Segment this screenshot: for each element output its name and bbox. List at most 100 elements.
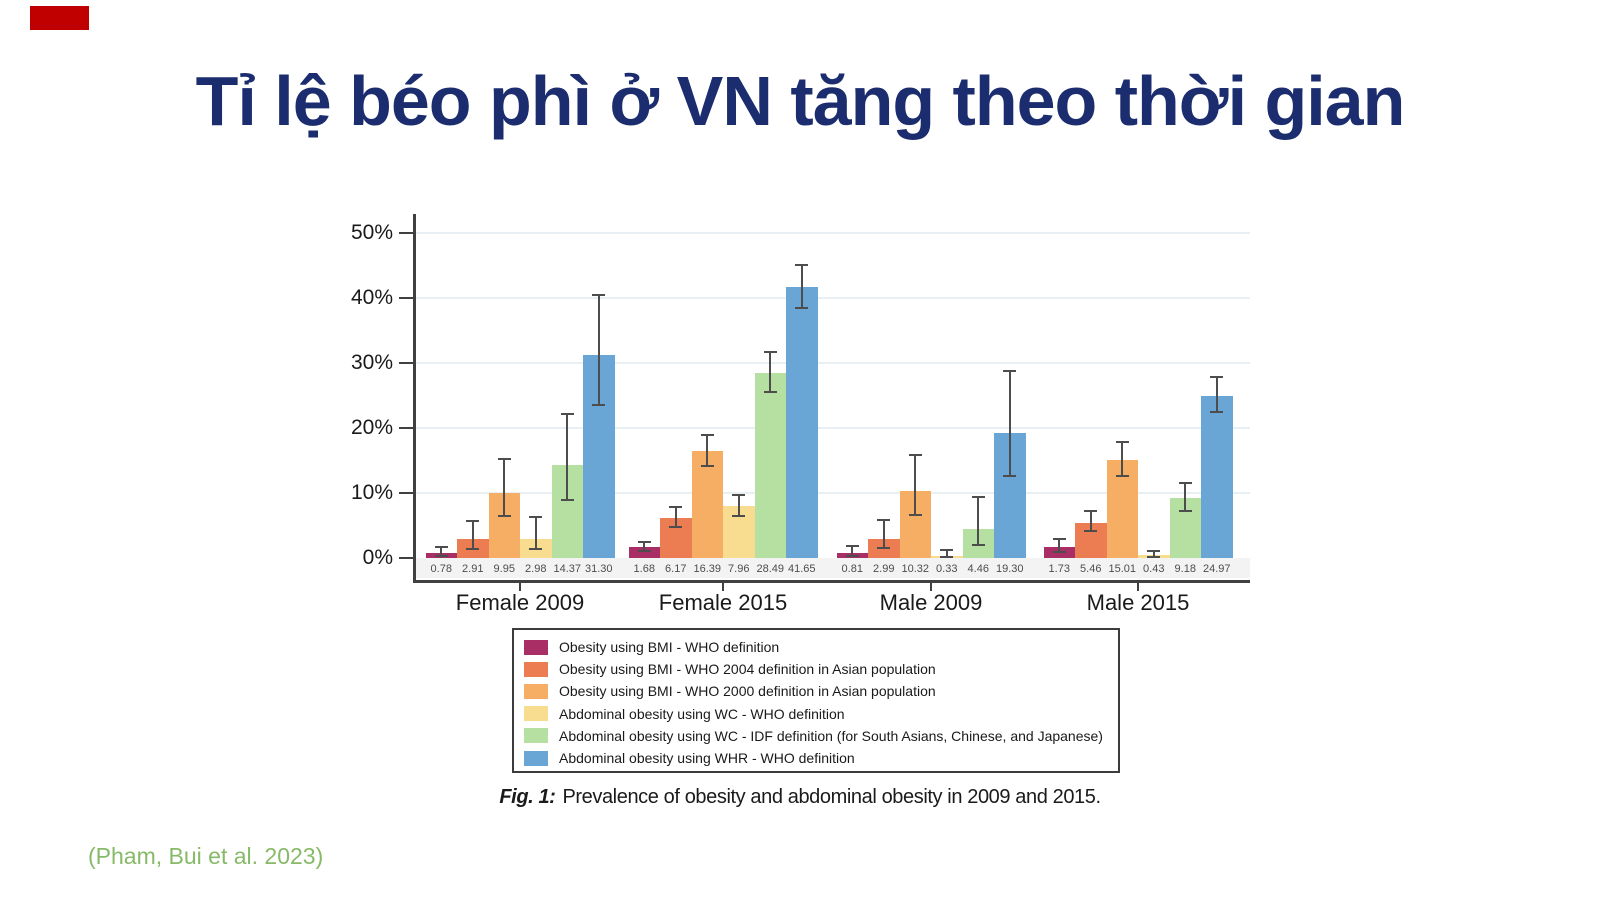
error-bar-line: [977, 496, 980, 545]
error-bar-line: [882, 519, 885, 549]
y-axis-tick-label: 40%: [350, 286, 393, 309]
x-axis-line: [413, 580, 1250, 583]
error-bar-line: [1121, 441, 1124, 477]
error-bar-cap-bottom: [592, 404, 606, 407]
y-axis-tick: [399, 361, 413, 365]
x-axis-group-tick: [929, 580, 933, 591]
bar-value-label: 2.91: [462, 563, 484, 575]
legend-swatch: [524, 683, 548, 699]
bar: [691, 451, 723, 558]
gridline: [413, 232, 1250, 234]
error-bar-line: [1184, 482, 1187, 512]
chart-legend: Obesity using BMI - WHO definition Obesit…: [512, 628, 1120, 773]
error-bar-cap-top: [971, 495, 985, 498]
y-axis-tick-label: 0%: [362, 546, 393, 569]
bar-value-label: 9.18: [1174, 563, 1196, 575]
error-bar-line: [1089, 510, 1092, 532]
y-axis-tick: [399, 296, 413, 300]
error-bar-line: [1215, 376, 1218, 413]
error-bar-cap-bottom: [732, 515, 746, 518]
bar: [1201, 395, 1233, 558]
error-bar-cap-bottom: [1052, 550, 1066, 553]
error-bar-cap-top: [877, 518, 891, 521]
error-bar-cap-bottom: [669, 525, 683, 528]
error-bar-cap-bottom: [1210, 411, 1224, 414]
error-bar-cap-top: [1084, 509, 1098, 512]
bar-value-label: 6.17: [665, 563, 687, 575]
slide-title: Tỉ lệ béo phì ở VN tăng theo thời gian: [195, 62, 1406, 140]
error-bar-cap-top: [669, 505, 683, 508]
y-axis-tick: [399, 556, 413, 560]
error-bar-line: [566, 413, 569, 500]
value-label-band: [413, 558, 1250, 578]
bar-value-label: 0.81: [841, 563, 863, 575]
bar-value-label: 4.46: [967, 563, 989, 575]
legend-item: Obesity using BMI - WHO 2000 definition …: [524, 680, 1118, 702]
legend-item: Abdominal obesity using WHR - WHO defini…: [524, 747, 1118, 769]
gridline: [413, 492, 1250, 494]
error-bar-cap-bottom: [1147, 556, 1161, 559]
error-bar-cap-top: [529, 516, 543, 519]
error-bar-line: [800, 264, 803, 309]
bar-value-label: 7.96: [728, 563, 750, 575]
bar-value-label: 5.46: [1080, 563, 1102, 575]
y-axis-tick-label: 50%: [350, 221, 393, 244]
error-bar-cap-top: [466, 519, 480, 522]
bar-value-label: 16.39: [693, 563, 722, 575]
error-bar-cap-bottom: [1115, 475, 1129, 478]
figure-caption-label: Fig. 1:: [499, 786, 556, 808]
legend-swatch: [524, 661, 548, 677]
error-bar-cap-top: [560, 412, 574, 415]
y-axis-tick-label: 30%: [350, 351, 393, 374]
y-axis-tick: [399, 231, 413, 235]
bar-value-label: 2.99: [873, 563, 895, 575]
error-bar-cap-top: [1003, 369, 1017, 372]
error-bar-line: [737, 494, 740, 517]
y-axis-tick: [399, 491, 413, 495]
error-bar-cap-top: [732, 493, 746, 496]
bar-value-label: 0.33: [936, 563, 958, 575]
citation-text: (Pham, Bui et al. 2023): [88, 843, 324, 869]
error-bar-cap-top: [1178, 481, 1192, 484]
error-bar-cap-bottom: [560, 498, 574, 501]
error-bar-cap-bottom: [908, 514, 922, 517]
bar-value-label: 10.32: [901, 563, 930, 575]
error-bar-cap-top: [592, 294, 606, 297]
error-bar-cap-bottom: [529, 547, 543, 550]
error-bar-cap-bottom: [845, 554, 859, 557]
error-bar-line: [769, 351, 772, 392]
y-axis-tick: [399, 426, 413, 430]
error-bar-cap-top: [795, 263, 809, 266]
legend-swatch: [524, 706, 548, 722]
error-bar-cap-bottom: [795, 307, 809, 310]
legend-item: Obesity using BMI - WHO definition: [524, 636, 1118, 658]
gridline: [413, 427, 1250, 429]
error-bar-line: [440, 547, 443, 556]
error-bar-cap-top: [1115, 440, 1129, 443]
error-bar-cap-bottom: [637, 549, 651, 552]
error-bar-line: [597, 295, 600, 406]
error-bar-cap-bottom: [1178, 510, 1192, 513]
error-bar-line: [643, 542, 646, 551]
y-axis-tick-label: 10%: [350, 481, 393, 504]
red-accent-rect: [30, 6, 89, 30]
x-axis-group-label: Male 2015: [1086, 590, 1190, 615]
x-axis-group-label: Male 2009: [879, 590, 983, 615]
error-bar-line: [851, 546, 854, 556]
legend-swatch: [524, 728, 548, 744]
bar-value-label: 0.43: [1143, 563, 1165, 575]
error-bar-cap-bottom: [466, 547, 480, 550]
error-bar-cap-bottom: [700, 464, 714, 467]
bar-value-label: 1.68: [633, 563, 655, 575]
gridline: [413, 362, 1250, 364]
bar-value-label: 14.37: [553, 563, 582, 575]
x-axis-group-tick: [518, 580, 522, 591]
legend-label: Abdominal obesity using WHR - WHO defini…: [559, 750, 855, 767]
figure-caption-text: Prevalence of obesity and abdominal obes…: [562, 786, 1101, 808]
error-bar-cap-bottom: [971, 544, 985, 546]
legend-item: Obesity using BMI - WHO 2004 definition …: [524, 658, 1118, 680]
legend-item: Abdominal obesity using WC - WHO definit…: [524, 703, 1118, 725]
error-bar-line: [706, 435, 709, 466]
bar-value-label: 1.73: [1048, 563, 1070, 575]
error-bar-cap-top: [497, 458, 511, 461]
